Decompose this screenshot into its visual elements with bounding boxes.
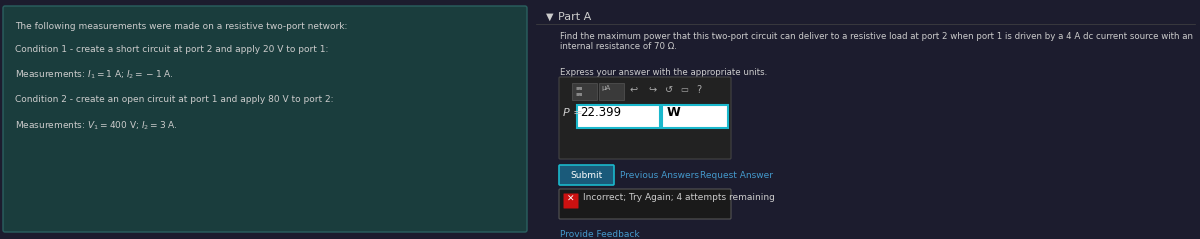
Text: ✕: ✕ <box>568 195 575 204</box>
Bar <box>662 105 728 128</box>
Text: Request Answer: Request Answer <box>700 170 773 179</box>
Text: W: W <box>667 106 680 119</box>
Text: Incorrect; Try Again; 4 attempts remaining: Incorrect; Try Again; 4 attempts remaini… <box>583 193 775 202</box>
FancyBboxPatch shape <box>564 194 578 208</box>
Text: ↩: ↩ <box>630 85 638 95</box>
Text: ▭: ▭ <box>680 85 688 94</box>
FancyBboxPatch shape <box>2 6 527 232</box>
Text: Previous Answers: Previous Answers <box>620 170 698 179</box>
Text: ↪: ↪ <box>648 85 656 95</box>
Text: Condition 2 - create an open circuit at port 1 and apply 80 V to port 2:: Condition 2 - create an open circuit at … <box>14 95 334 104</box>
FancyBboxPatch shape <box>572 83 598 100</box>
Text: 22.399: 22.399 <box>580 106 622 119</box>
Text: Submit: Submit <box>570 170 602 179</box>
Text: Part A: Part A <box>558 12 592 22</box>
Text: P =: P = <box>563 108 583 118</box>
Text: ↺: ↺ <box>665 85 673 95</box>
Text: ?: ? <box>696 85 701 95</box>
Text: The following measurements were made on a resistive two-port network:: The following measurements were made on … <box>14 22 347 31</box>
Text: Measurements: $I_1 = 1$ A; $I_2 = -1$ A.: Measurements: $I_1 = 1$ A; $I_2 = -1$ A. <box>14 68 174 81</box>
FancyBboxPatch shape <box>599 83 624 100</box>
Text: ▼: ▼ <box>546 12 553 22</box>
Bar <box>577 105 660 128</box>
FancyBboxPatch shape <box>559 189 731 219</box>
Text: ▪▪
▪▪: ▪▪ ▪▪ <box>575 85 582 96</box>
Text: μA: μA <box>601 85 611 91</box>
Text: Measurements: $V_1 = 400$ V; $I_2 = 3$ A.: Measurements: $V_1 = 400$ V; $I_2 = 3$ A… <box>14 120 178 132</box>
Text: Condition 1 - create a short circuit at port 2 and apply 20 V to port 1:: Condition 1 - create a short circuit at … <box>14 45 329 54</box>
Text: Provide Feedback: Provide Feedback <box>560 230 640 239</box>
FancyBboxPatch shape <box>559 165 614 185</box>
FancyBboxPatch shape <box>559 77 731 159</box>
Text: Find the maximum power that this two-port circuit can deliver to a resistive loa: Find the maximum power that this two-por… <box>560 32 1193 51</box>
Text: Express your answer with the appropriate units.: Express your answer with the appropriate… <box>560 68 767 77</box>
